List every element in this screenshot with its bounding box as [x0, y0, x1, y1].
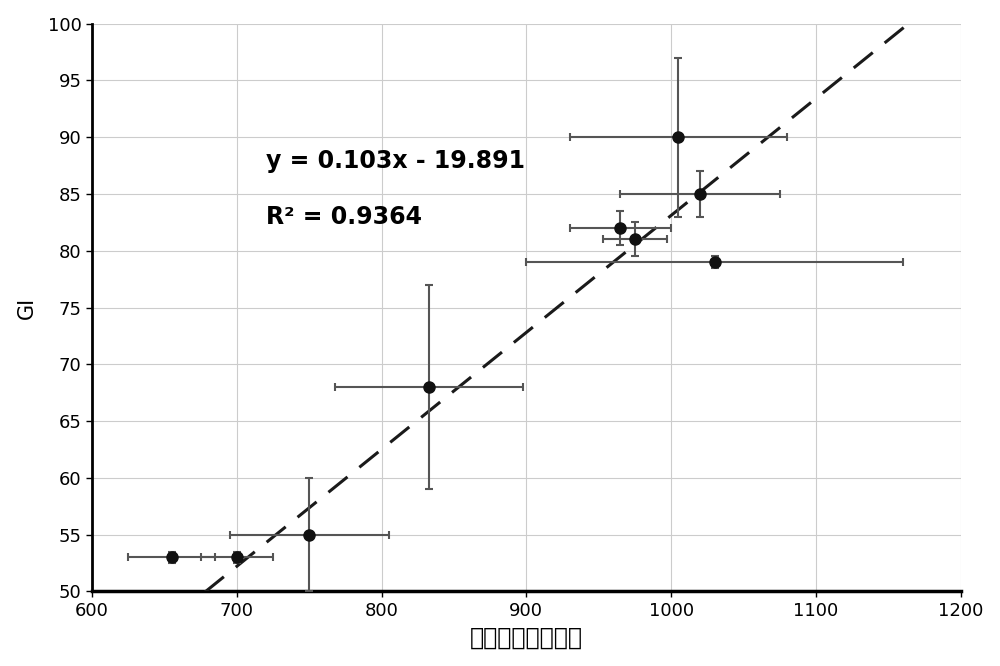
X-axis label: 体外测试消化参数: 体外测试消化参数 — [470, 625, 583, 649]
Text: R² = 0.9364: R² = 0.9364 — [266, 205, 422, 229]
Text: y = 0.103x - 19.891: y = 0.103x - 19.891 — [266, 149, 525, 172]
Y-axis label: GI: GI — [17, 296, 37, 318]
